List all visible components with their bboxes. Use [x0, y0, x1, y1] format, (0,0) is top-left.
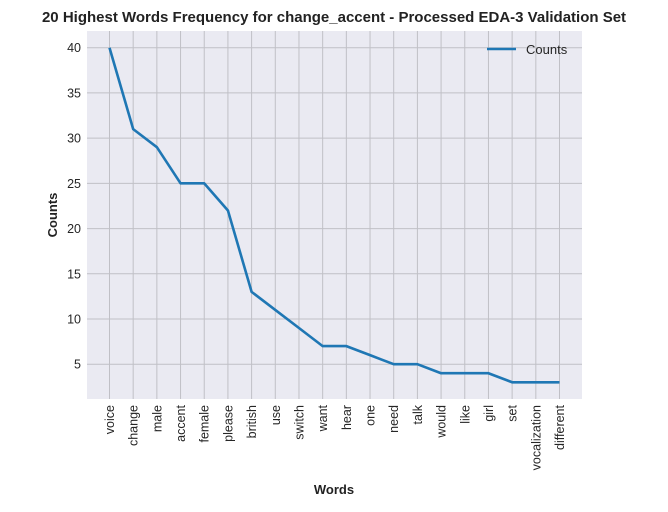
x-tick-label: voice: [103, 405, 117, 434]
x-tick-label: please: [221, 405, 235, 442]
legend: Counts: [487, 42, 568, 57]
x-tick-label: one: [364, 405, 378, 426]
x-tick-label: different: [553, 404, 567, 449]
x-tick-label: vocalization: [529, 405, 543, 470]
y-tick-label: 20: [67, 222, 81, 236]
y-tick-label: 30: [67, 132, 81, 146]
y-tick-label: 25: [67, 177, 81, 191]
x-tick-label: accent: [174, 404, 188, 441]
x-tick-label: male: [150, 405, 164, 432]
x-axis-ticks: voice change male accent female please british…: [103, 404, 567, 470]
x-tick-label: talk: [411, 404, 425, 424]
x-tick-label: set: [506, 404, 520, 421]
x-tick-label: hear: [340, 405, 354, 430]
x-tick-label: girl: [482, 405, 496, 422]
plot-area: [87, 31, 582, 399]
x-tick-label: need: [387, 405, 401, 433]
y-axis-ticks: 5 10 15 20 25 30 35 40: [67, 41, 81, 371]
series-line: [108, 47, 560, 384]
series-layer: [108, 47, 560, 384]
x-tick-label: female: [198, 405, 212, 443]
chart-title: 20 Highest Words Frequency for change_ac…: [42, 9, 626, 26]
y-tick-label: 5: [74, 358, 81, 372]
x-tick-label: would: [435, 405, 449, 439]
x-tick-label: switch: [292, 405, 306, 440]
x-tick-label: want: [316, 404, 330, 432]
x-tick-label: like: [458, 405, 472, 424]
x-tick-label: use: [269, 405, 283, 425]
y-axis-label: Counts: [45, 193, 60, 238]
legend-label: Counts: [526, 42, 568, 57]
x-tick-label: british: [245, 405, 259, 438]
x-tick-label: change: [127, 405, 141, 446]
y-tick-label: 35: [67, 86, 81, 100]
y-tick-label: 10: [67, 312, 81, 326]
y-tick-label: 15: [67, 267, 81, 281]
y-tick-label: 40: [67, 41, 81, 55]
x-axis-label: Words: [314, 482, 354, 497]
